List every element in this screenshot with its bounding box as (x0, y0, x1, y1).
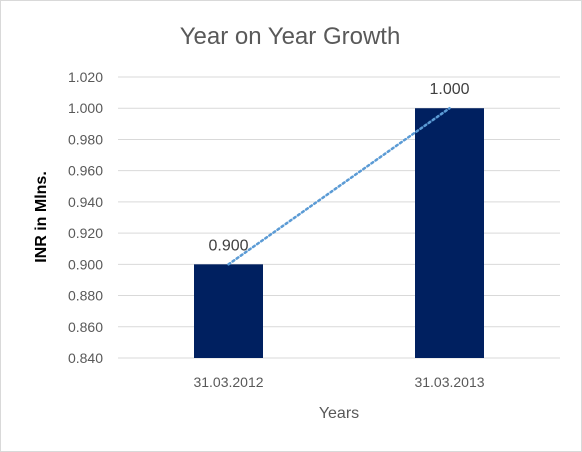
x-axis-tick-labels: 31.03.2012 31.03.2013 (193, 374, 484, 390)
data-labels: 0.900 1.000 (208, 81, 469, 254)
y-tick-label: 0.920 (68, 225, 103, 241)
x-axis-title: Years (319, 405, 359, 422)
bar (194, 264, 263, 358)
y-tick-label: 0.840 (68, 350, 103, 366)
y-tick-label: 1.000 (68, 100, 103, 116)
data-label: 1.000 (429, 81, 469, 98)
y-tick-label: 0.860 (68, 319, 103, 335)
y-tick-label: 0.960 (68, 163, 103, 179)
gridlines (118, 76, 560, 359)
y-tick-label: 0.940 (68, 194, 103, 210)
y-axis-title: INR in Mlns. (33, 171, 50, 263)
y-tick-label: 1.020 (68, 69, 103, 85)
data-label: 0.900 (208, 237, 248, 254)
y-tick-label: 0.880 (68, 288, 103, 304)
x-tick-label: 31.03.2012 (193, 374, 263, 390)
y-axis-tick-labels: 0.840 0.860 0.880 0.900 0.920 0.940 0.960 0.980… (68, 69, 103, 366)
x-tick-label: 31.03.2013 (414, 374, 484, 390)
bar (415, 108, 484, 358)
bars (194, 108, 484, 358)
chart-title: Year on Year Growth (180, 23, 401, 50)
y-tick-label: 0.980 (68, 131, 103, 147)
y-tick-label: 0.900 (68, 256, 103, 272)
trendline (227, 106, 451, 266)
trendline-line (227, 106, 451, 266)
